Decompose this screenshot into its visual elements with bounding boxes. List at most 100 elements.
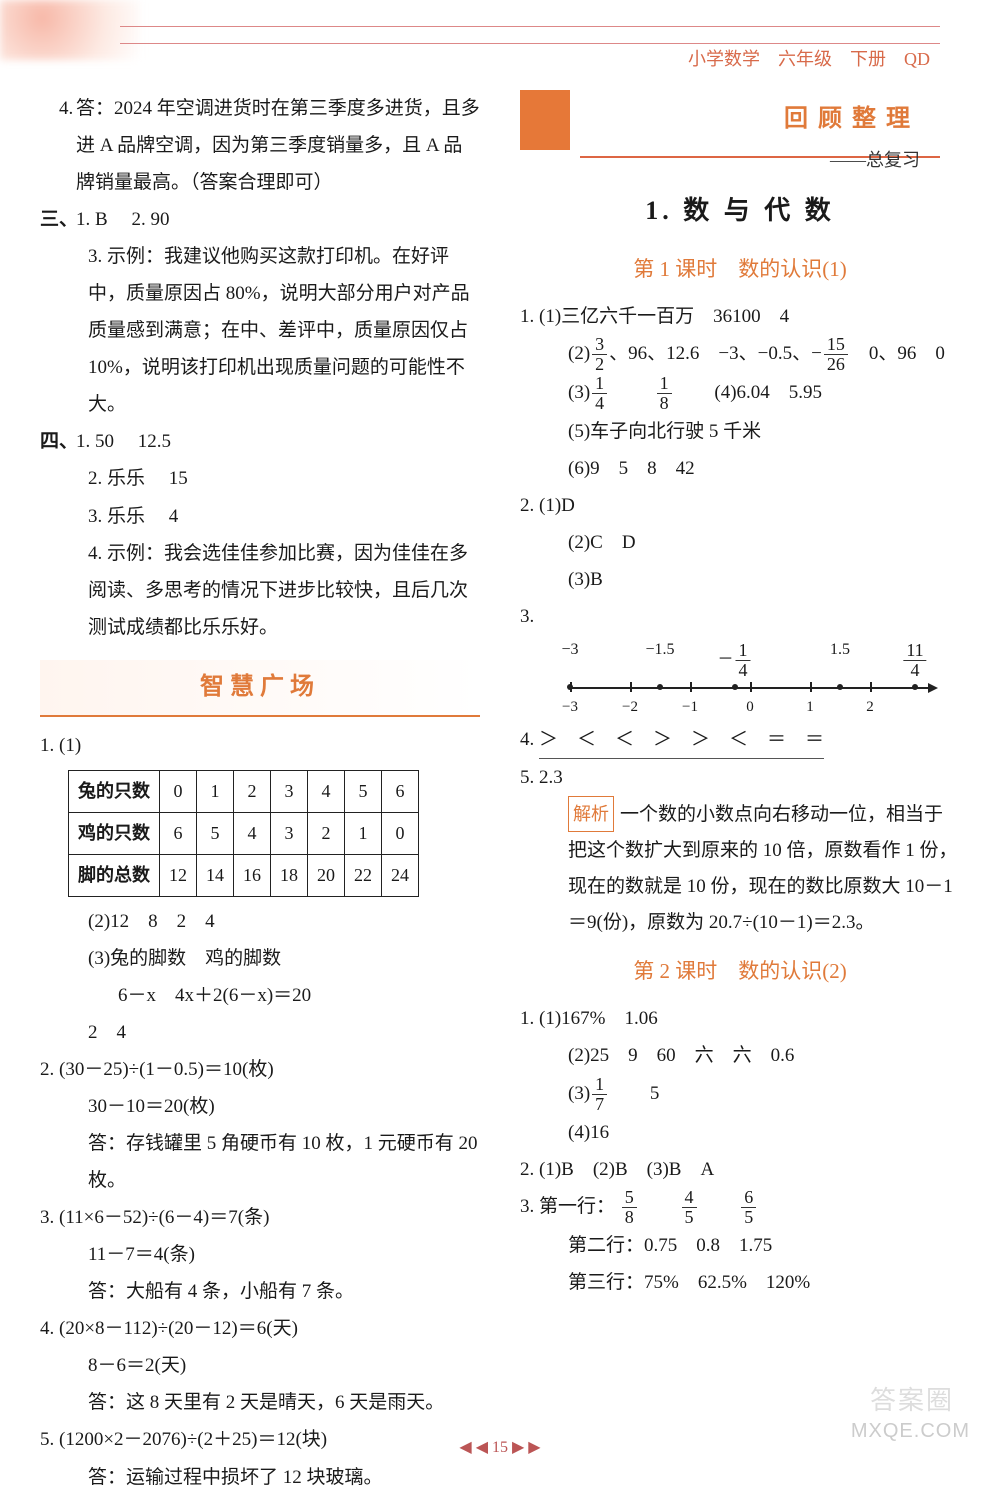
cell: 12 (160, 854, 197, 896)
zh1-3b: 6－x 4x＋2(6－x)＝20 (40, 977, 480, 1014)
analysis-text: 一个数的小数点向右移动一位，相当于把这个数扩大到原来的 10 倍，原数看作 1 … (568, 804, 958, 933)
zh-3: 3. (11×6－52)÷(6－4)＝7(条) (40, 1199, 480, 1236)
cell: 1 (197, 770, 234, 812)
cell: 3 (271, 812, 308, 854)
number-line: −3−2−1012−3−1.5－141.5114 (560, 639, 940, 717)
frac-4-5: 45 (682, 1188, 697, 1227)
cell: 4 (234, 812, 271, 854)
l1-1: 1. (1)三亿六千一百万 36100 4 (520, 298, 960, 335)
cell: 16 (234, 854, 271, 896)
a: 乐乐 (107, 506, 145, 527)
body: 1. B 2. 90 (76, 201, 480, 238)
r2-3-row3: 第三行：75% 62.5% 120% (520, 1264, 960, 1301)
b: 12.5 (138, 431, 171, 452)
zh4c: 答：这 8 天里有 2 天是晴天，6 天是雨天。 (40, 1384, 480, 1421)
cell: 14 (197, 854, 234, 896)
b: 15 (169, 468, 188, 489)
l2-1: (1)D (539, 495, 575, 516)
cell: 5 (197, 812, 234, 854)
cell: 5 (345, 770, 382, 812)
rabbit-chicken-table: 兔的只数 0 1 2 3 4 5 6 鸡的只数 6 5 4 3 2 1 (68, 770, 419, 897)
left-column: 4. 答：2024 年空调进货时在第三季度多进货，且多进 A 品牌空调，因为第三… (0, 80, 500, 1423)
zh2c: 答：存钱罐里 5 角硬币有 10 枚，1 元硬币有 20 枚。 (40, 1125, 480, 1199)
header-blur (0, 0, 140, 60)
cell: 6 (160, 812, 197, 854)
l4: 4. ＞ ＜ ＜ ＞ ＞ ＜ ＝ ＝ (520, 721, 960, 759)
frac-5-8: 58 (622, 1188, 637, 1227)
text: 答：2024 年空调进货时在第三季度多进货，且多进 A 品牌空调，因为第三季度销… (76, 90, 480, 201)
cell: 6 (382, 770, 419, 812)
text: 三亿六千一百万 36100 4 (561, 306, 789, 327)
cell: 18 (271, 854, 308, 896)
lead: 第一行： (539, 1196, 615, 1217)
cell: 20 (308, 854, 345, 896)
a: 乐乐 (107, 468, 145, 489)
lesson-2-title: 第 2 课时 数的认识(2) (520, 951, 960, 992)
l1-4: (4)6.04 5.95 (714, 382, 822, 403)
a: 50 (95, 431, 114, 452)
title: 回顾整理 (580, 96, 920, 143)
section-si: 四、 1. 50 12.5 (40, 423, 480, 460)
text: 12 8 2 4 (110, 911, 215, 932)
r2-1-1: (1)167% 1.06 (539, 1008, 658, 1029)
rowhdr: 鸡的只数 (69, 812, 160, 854)
cmp: ＞ ＜ ＜ ＞ ＞ ＜ ＝ ＝ (539, 721, 824, 759)
zh3c: 答：大船有 4 条，小船有 7 条。 (40, 1273, 480, 1310)
review-title-box: 回顾整理 ——总复习 (520, 90, 960, 168)
si-2: 2. 乐乐 15 (40, 460, 480, 497)
body: 1. 50 12.5 (76, 423, 480, 460)
zh1-2: (2)12 8 2 4 (40, 903, 480, 940)
subtitle: ——总复习 (580, 143, 920, 178)
l2: 2. (1)D (520, 487, 960, 524)
r2-1: 1. (1)167% 1.06 (520, 1000, 960, 1037)
rowhdr: 兔的只数 (69, 770, 160, 812)
cell: 2 (308, 812, 345, 854)
header-text: 小学数学 六年级 下册 QD (688, 45, 930, 71)
cell: 4 (308, 770, 345, 812)
l1-5: (5)车子向北行驶 5 千米 (520, 413, 960, 450)
analysis-tag: 解析 (568, 796, 614, 832)
r2-3-row2: 第二行：0.75 0.8 1.75 (520, 1227, 960, 1264)
lesson-1-title: 第 1 课时 数的认识(1) (520, 249, 960, 290)
zh-1: 1. (1) 兔的只数 0 1 2 3 4 5 6 鸡的只数 6 5 4 (40, 727, 480, 897)
ans: B (95, 209, 108, 230)
frac-15-26: 1526 (824, 335, 848, 374)
l1-6: (6)9 5 8 42 (520, 450, 960, 487)
zh2b: 30－10＝20(枚) (40, 1088, 480, 1125)
zh1-3c: 2 4 (40, 1014, 480, 1051)
cell: 1 (345, 812, 382, 854)
cell: 0 (382, 812, 419, 854)
frac-1-7: 17 (592, 1075, 607, 1114)
label: 四、 (40, 423, 76, 460)
ans: 90 (150, 209, 169, 230)
si-3: 3. 乐乐 4 (40, 498, 480, 535)
zh-2: 2. (30－25)÷(1－0.5)＝10(枚) (40, 1051, 480, 1088)
cell: 3 (271, 770, 308, 812)
l5: 5. 2.3 (520, 759, 960, 796)
item-4: 4. 答：2024 年空调进货时在第三季度多进货，且多进 A 品牌空调，因为第三… (40, 90, 480, 201)
san-3: 3. 示例：我建议他购买这款打印机。在好评中，质量原因占 80%，说明大部分用户… (40, 238, 480, 423)
r2-2: 2. (1)B (2)B (3)B A (520, 1151, 960, 1188)
text: 示例：我建议他购买这款打印机。在好评中，质量原因占 80%，说明大部分用户对产品… (88, 246, 470, 415)
l2-3: (3)B (520, 561, 960, 598)
r2-1-3: (3)17 5 (520, 1075, 960, 1114)
text: 兔的脚数 鸡的脚数 (110, 948, 281, 969)
label: 三、 (40, 201, 76, 238)
l3: 3. −3−2−1012−3−1.5－141.5114 (520, 598, 960, 717)
label: 4. (40, 90, 76, 201)
cell: 24 (382, 854, 419, 896)
zh3b: 11－7＝4(条) (40, 1236, 480, 1273)
val: 2.3 (539, 767, 563, 788)
frac-3-2: 32 (592, 335, 607, 374)
zh-4: 4. (20×8－112)÷(20－12)＝6(天) (40, 1310, 480, 1347)
frac-1-4: 14 (592, 374, 607, 413)
text: 示例：我会选佳佳参加比赛，因为佳佳在多阅读、多思考的情况下进步比较快，且后几次测… (88, 543, 468, 638)
right-column: 回顾整理 ——总复习 1. 数 与 代 数 第 1 课时 数的认识(1) 1. … (500, 80, 1000, 1423)
label: 回顾整理 ——总复习 (580, 96, 940, 158)
l2-2: (2)C D (520, 524, 960, 561)
orange-tab (520, 90, 570, 150)
r2-1-4: (4)16 (520, 1114, 960, 1151)
b: 4 (169, 506, 179, 527)
mid: 、96、12.6 −3、−0.5、− (609, 343, 822, 364)
zh4b: 8－6＝2(天) (40, 1347, 480, 1384)
